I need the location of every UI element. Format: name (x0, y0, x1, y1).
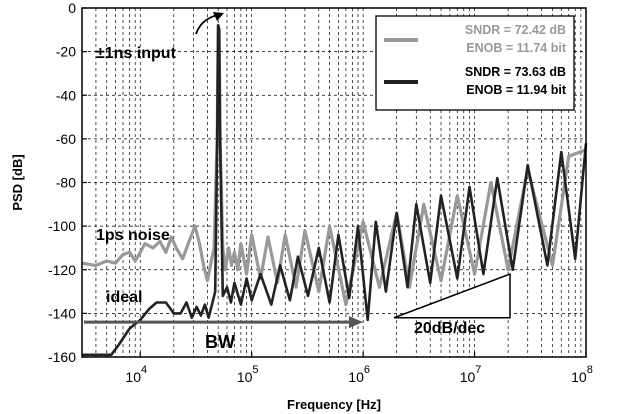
bw-annotation: BW (205, 332, 235, 352)
y-tick-label: -20 (56, 44, 76, 60)
x-tick-exponent: 8 (587, 364, 593, 376)
y-tick-label: -160 (48, 349, 76, 365)
legend-text: ENOB = 11.94 bit (466, 83, 567, 97)
slope-triangle (393, 273, 511, 319)
x-tick-label: 104 (125, 364, 147, 385)
y-tick-label: -40 (56, 87, 76, 103)
y-tick-label: -80 (56, 175, 76, 191)
y-tick-label: 0 (68, 0, 76, 16)
x-tick-label: 107 (460, 364, 482, 385)
noise-annotation: 1ps noise (96, 227, 170, 244)
x-tick-exponent: 4 (141, 364, 147, 376)
y-axis-label: PSD [dB] (10, 154, 25, 210)
y-tick-label: -140 (48, 305, 76, 321)
y-tick-label: -120 (48, 262, 76, 278)
x-axis-label: Frequency [Hz] (287, 397, 381, 412)
y-tick-label: -100 (48, 218, 76, 234)
series-lines (81, 23, 588, 357)
input-annotation: ±1ns input (96, 45, 177, 62)
x-tick-label: 108 (571, 364, 593, 385)
legend: SNDR = 72.42 dB ENOB = 11.74 bit SNDR = 73… (375, 15, 575, 111)
legend-text: SNDR = 72.42 dB (465, 23, 566, 37)
ideal-annotation: ideal (106, 289, 142, 306)
series-line-ideal (82, 24, 588, 357)
x-tick-exponent: 6 (364, 364, 370, 376)
bw-arrowhead (349, 316, 363, 329)
slope-annotation: 20dB/dec (414, 320, 485, 337)
y-tick-label: -60 (56, 131, 76, 147)
legend-text: ENOB = 11.74 bit (466, 41, 567, 55)
legend-box (375, 15, 575, 111)
legend-text: SNDR = 73.63 dB (465, 65, 566, 79)
x-tick-exponent: 7 (475, 364, 481, 376)
input-arrowhead (213, 12, 224, 21)
x-tick-exponent: 5 (252, 364, 258, 376)
x-tick-label: 105 (237, 364, 259, 385)
series-line-noise (81, 23, 587, 307)
annotations: ±1ns input 1ps noise ideal BW 20dB/dec (84, 12, 511, 352)
x-tick-label: 106 (348, 364, 370, 385)
